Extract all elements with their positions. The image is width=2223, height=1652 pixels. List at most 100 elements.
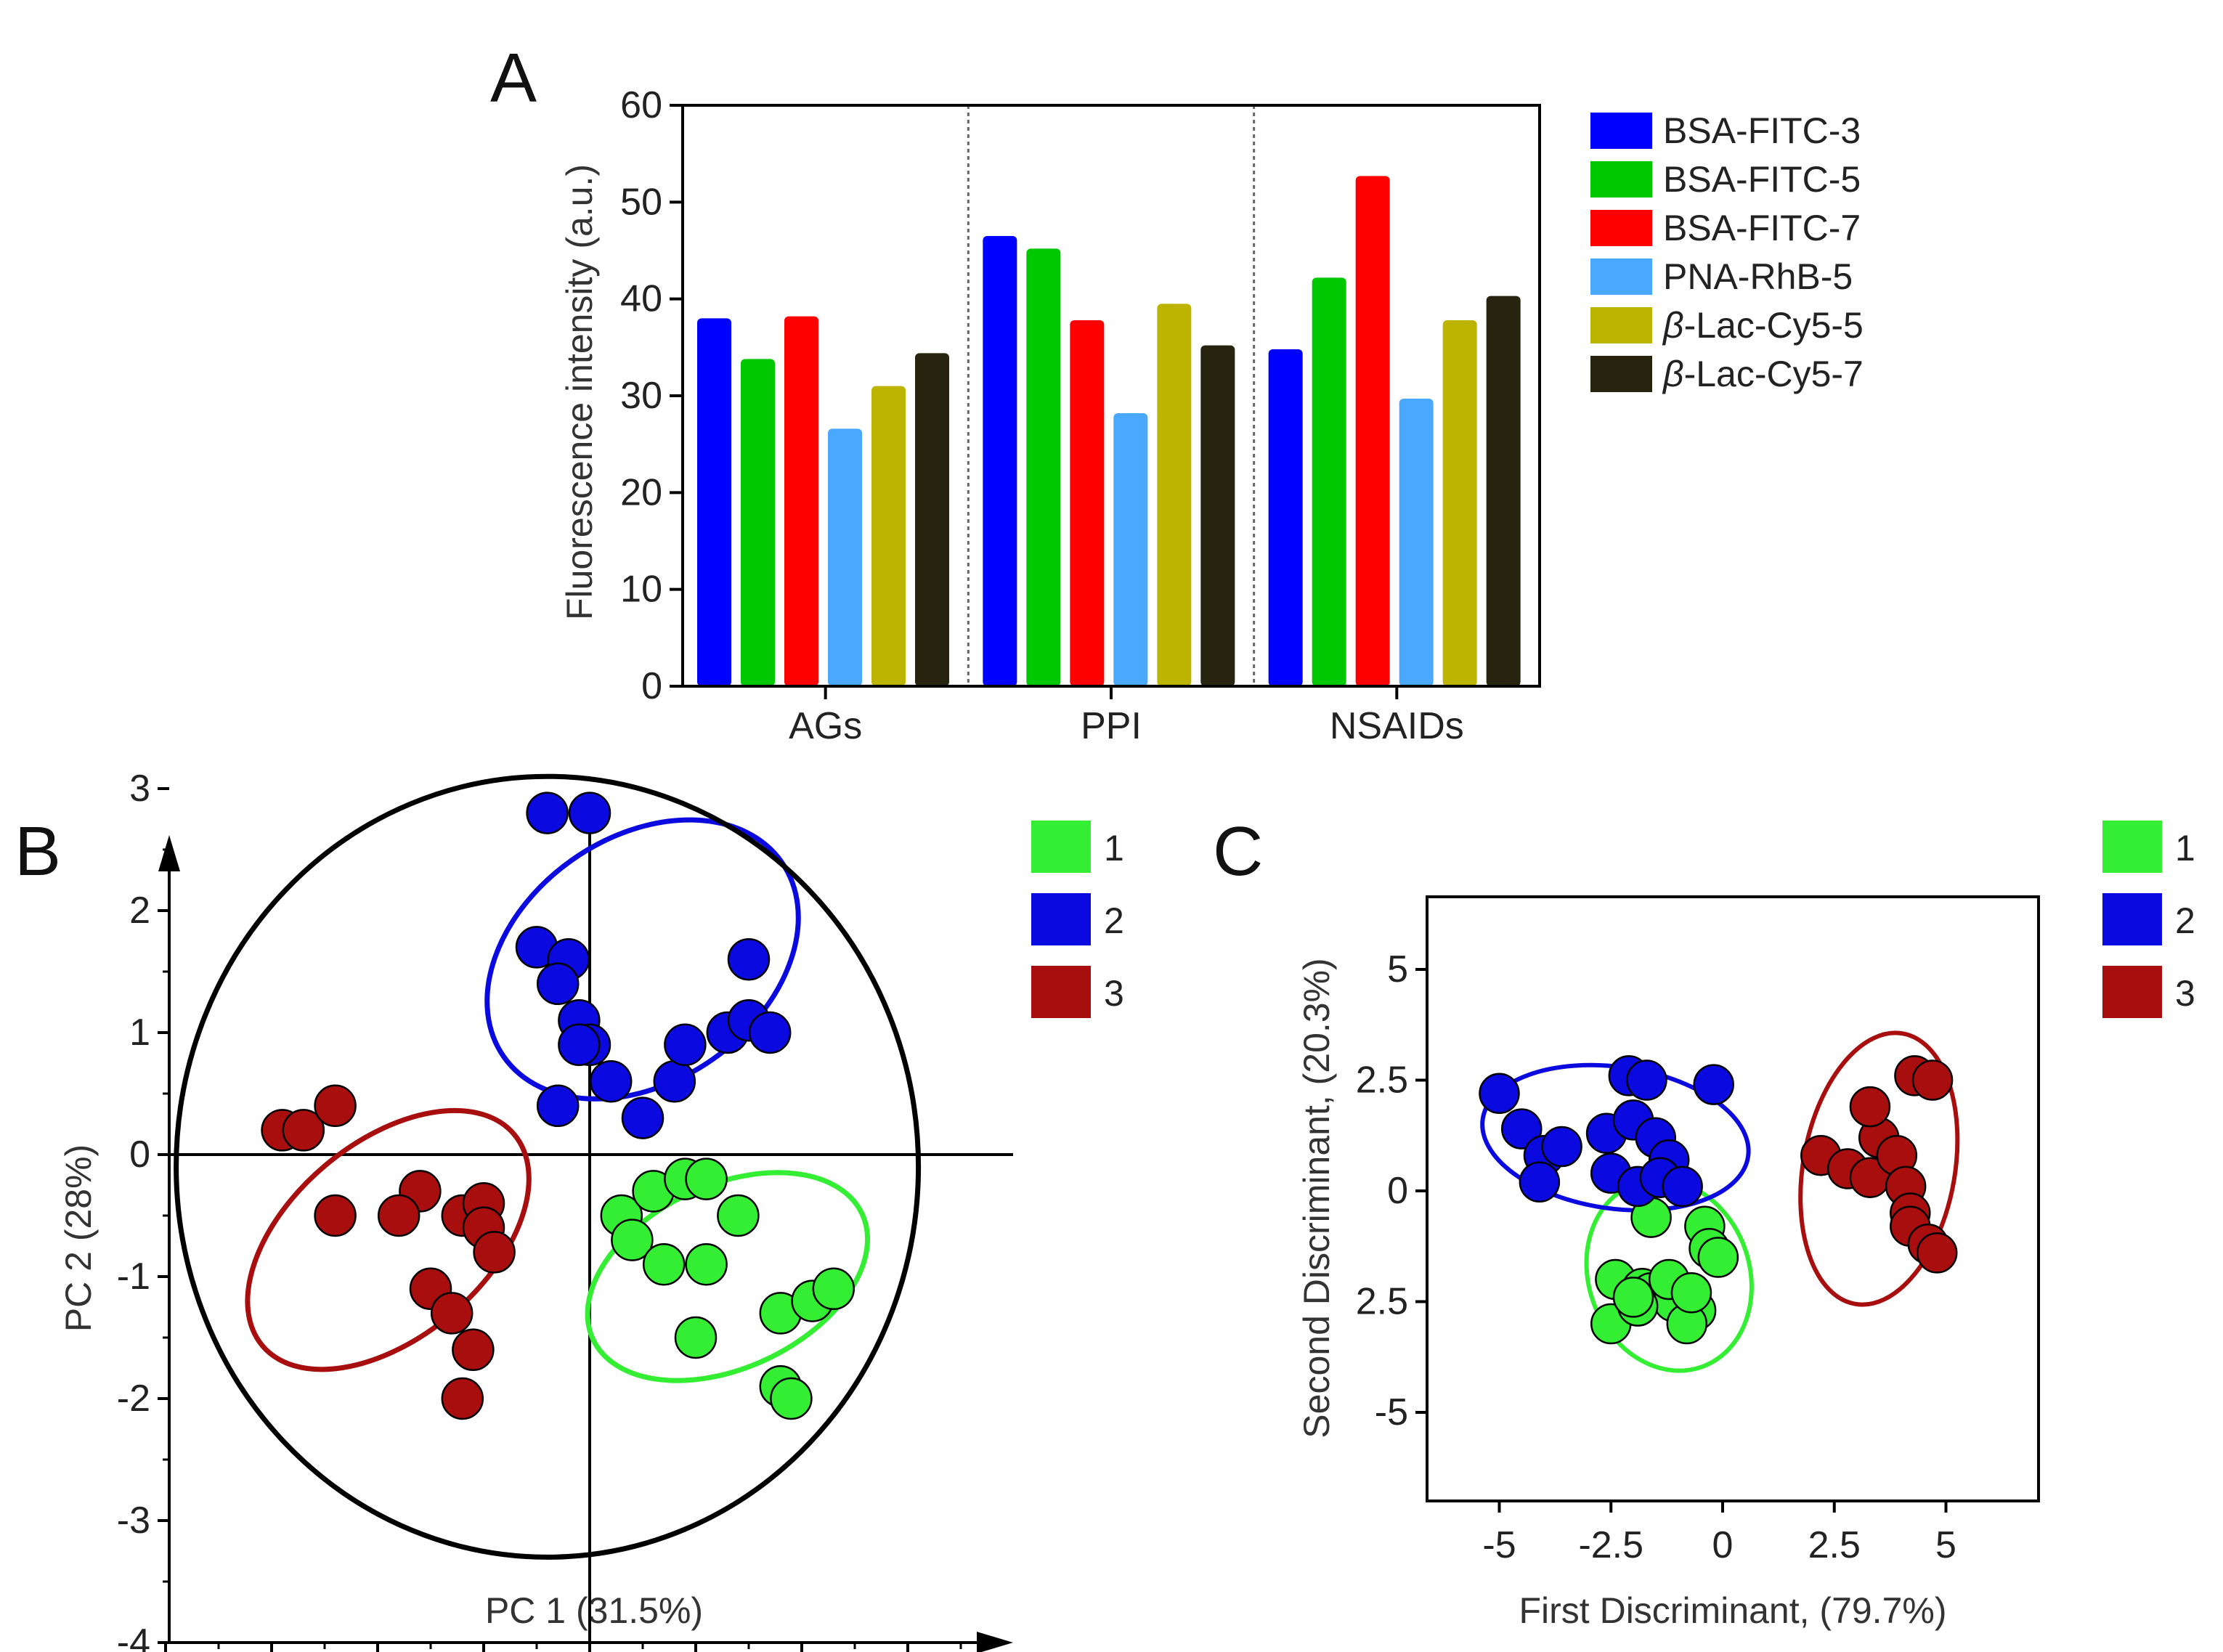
point-group-1: [717, 1194, 760, 1237]
point-group-2: [653, 1059, 696, 1103]
legend-swatch-bsa-fitc-5: [1590, 161, 1652, 198]
panel-c-y-tick-label: 0: [1387, 1170, 1408, 1212]
point-group-2: [1662, 1165, 1703, 1208]
panel-a-x-ticks: AGs PPI NSAIDs: [789, 686, 1464, 747]
point-group-2: [664, 1023, 707, 1067]
panel-c-y-tick-label: -5: [1375, 1391, 1408, 1433]
panel-b-legend: 1 2 3: [1031, 821, 1124, 1018]
panel-a-bar-chart: A Fluorescence intensity (a.u.) 0 10 20 30 4…: [490, 39, 1864, 747]
ellipse-group-all: [174, 773, 922, 1560]
ellipse-group-3: [245, 1107, 532, 1372]
legend-swatch-bsa-fitc-3: [1590, 113, 1652, 149]
panel-c-ticks: 5 2.5 0 2.5 -5 -5 -2.5 0 2.5 5: [1356, 948, 1956, 1566]
panel-c-points: [1479, 1055, 1958, 1345]
bar-ags-lac-cy5-7: [915, 353, 949, 686]
point-group-1: [642, 1242, 686, 1286]
legend-label-pna-rhb-5: PNA-RhB-5: [1663, 256, 1853, 297]
panel-a-x-tick-label: AGs: [789, 705, 862, 747]
point-group-2: [1541, 1126, 1582, 1168]
panel-b-y-tick-label: 0: [129, 1134, 150, 1176]
panel-a-y-tick-label: 20: [620, 471, 662, 513]
panel-c-y-axis-title: Second Discriminant, (20.3%): [1296, 958, 1337, 1438]
legend-swatch-bsa-fitc-7: [1590, 210, 1652, 246]
panel-b-y-axis-arrow: [158, 835, 180, 871]
bar-nsaids-lac-cy5-7: [1486, 296, 1521, 687]
bar-ppi-pna-rhb-5: [1113, 413, 1148, 686]
legend-swatch-pna-rhb-5: [1590, 259, 1652, 295]
legend-label-group-2: 2: [2175, 900, 2195, 941]
bar-ppi-bsa-fitc-3: [983, 236, 1017, 686]
legend-label-group-1: 1: [1104, 828, 1124, 868]
legend-label-group-1: 1: [2175, 828, 2195, 868]
panel-c-lda-plot: C Second Discriminant, (20.3%) First Dis…: [1213, 813, 2195, 1631]
panel-b-y-tick-label: 1: [129, 1012, 150, 1054]
panel-b-points: [261, 792, 856, 1420]
panel-a-y-tick-label: 10: [620, 569, 662, 611]
point-group-2: [727, 937, 771, 981]
legend-label-bsa-fitc-5: BSA-FITC-5: [1663, 159, 1861, 200]
panel-c-y-tick-label: 2.5: [1356, 1281, 1408, 1323]
point-group-1: [674, 1316, 718, 1359]
point-group-1: [1612, 1277, 1654, 1318]
point-group-3: [282, 1109, 325, 1152]
panel-c-x-tick-label: 2.5: [1808, 1524, 1861, 1566]
bar-nsaids-bsa-fitc-3: [1268, 349, 1303, 686]
panel-b-x-axis-arrow: [977, 1632, 1013, 1652]
panel-a-label: A: [490, 39, 537, 117]
panel-b-y-tick-label: 3: [129, 768, 150, 810]
point-group-3: [314, 1084, 357, 1128]
panel-a-y-tick-label: 40: [620, 278, 662, 320]
legend-swatch-group-3: [2102, 966, 2162, 1018]
point-group-2: [1519, 1161, 1561, 1203]
panel-a-y-ticks: 0 10 20 30 40 50 60: [620, 84, 683, 707]
panel-b-x-axis-title: PC 1 (31.5%): [485, 1590, 703, 1631]
legend-label-bsa-fitc-7: BSA-FITC-7: [1663, 208, 1861, 248]
point-group-3: [314, 1194, 357, 1237]
panel-c-plot-frame: [1426, 895, 2040, 1502]
panel-a-x-tick-label: NSAIDs: [1330, 705, 1464, 747]
panel-c-x-tick-label: -5: [1482, 1524, 1516, 1566]
point-group-1: [770, 1377, 813, 1420]
panel-c-x-tick-label: -2.5: [1578, 1524, 1643, 1566]
panel-a-y-tick-label: 0: [641, 665, 662, 707]
panel-a-x-tick-label: PPI: [1081, 705, 1142, 747]
point-group-2: [1626, 1059, 1667, 1101]
legend-label-bsa-fitc-3: BSA-FITC-3: [1663, 110, 1861, 151]
panel-b-y-tick-label: -4: [117, 1622, 150, 1652]
point-group-1: [812, 1267, 856, 1311]
panel-c-y-tick-label: 5: [1387, 948, 1408, 990]
bar-nsaids-lac-cy5-5: [1442, 320, 1477, 686]
panel-c-y-tick-label: 2.5: [1356, 1059, 1408, 1102]
point-group-3: [1849, 1086, 1891, 1128]
panel-b-label: B: [15, 813, 61, 890]
point-group-2: [621, 1096, 665, 1139]
point-group-3: [1916, 1232, 1958, 1274]
point-group-1: [611, 1218, 654, 1261]
legend-swatch-lac-cy5-7: [1590, 356, 1652, 392]
point-group-2: [1501, 1108, 1543, 1150]
bar-ags-lac-cy5-5: [871, 386, 906, 686]
legend-swatch-group-2: [1031, 893, 1091, 945]
point-group-1: [1697, 1237, 1739, 1278]
point-group-3: [430, 1292, 474, 1335]
legend-swatch-group-1: [1031, 821, 1091, 873]
panel-c-x-tick-label: 5: [1935, 1524, 1956, 1566]
panel-a-legend: BSA-FITC-3 BSA-FITC-5 BSA-FITC-7 PNA-RhB-5 β…: [1590, 110, 1864, 394]
point-group-2: [536, 962, 580, 1006]
panel-a-y-tick-label: 60: [620, 84, 662, 126]
panel-a-y-tick-label: 50: [620, 181, 662, 223]
legend-label-group-3: 3: [2175, 973, 2195, 1014]
bar-ags-pna-rhb-5: [828, 428, 862, 686]
point-group-2: [568, 792, 611, 834]
bar-ppi-bsa-fitc-7: [1070, 320, 1105, 686]
point-group-2: [536, 1084, 580, 1128]
point-group-2: [589, 1059, 633, 1103]
panel-c-label: C: [1213, 813, 1263, 890]
panel-c-x-tick-label: 0: [1712, 1524, 1734, 1566]
panel-b-pca-plot: B PC 2 (28%) PC 1 (31.5%) -4-3-2-10123-4…: [15, 768, 1124, 1652]
point-group-3: [441, 1377, 484, 1420]
point-group-1: [685, 1242, 728, 1286]
panel-b-y-tick-label: -1: [117, 1256, 150, 1298]
